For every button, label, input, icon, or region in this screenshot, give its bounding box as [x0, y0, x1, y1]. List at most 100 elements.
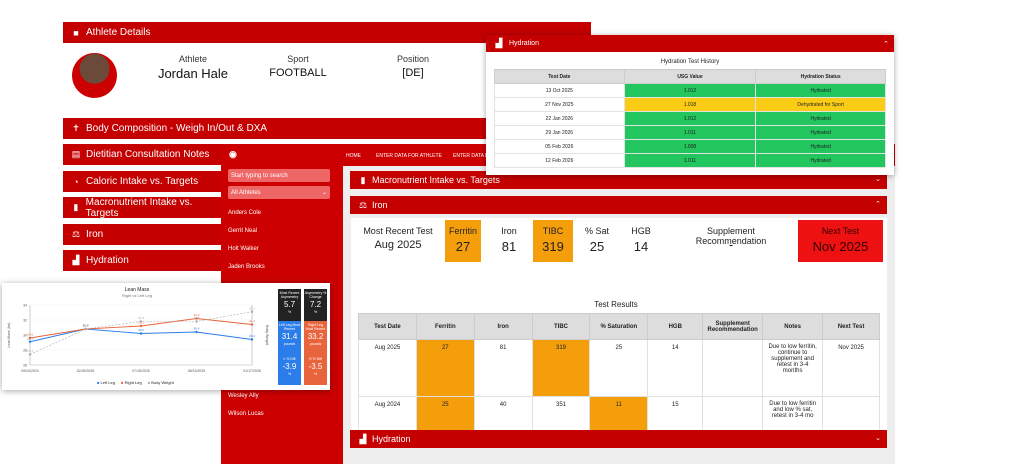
nav-home[interactable]: HOME — [346, 153, 361, 159]
y-tick-label: 32 — [23, 319, 27, 323]
supplement-label: Supplement Recommendation — [695, 226, 767, 246]
search-input[interactable]: Start typing to search — [228, 169, 330, 182]
stat-tile: R % Diff -3.5% — [304, 355, 327, 385]
data-label: 31.8 — [194, 316, 200, 320]
iron-section-bar[interactable]: ⚖ Iron ⌃ — [350, 196, 887, 214]
user-icon: ■ — [73, 27, 79, 38]
col-test-date[interactable]: Test Date — [358, 313, 417, 340]
table-row: 29 Jan 2026 1.011 Hydrated — [494, 125, 886, 140]
stat-tile: Left Leg Most Recent 31.4 pounds — [278, 321, 301, 359]
y-tick-label: 34 — [23, 304, 27, 308]
legend-swatch: ■ — [121, 380, 124, 385]
y-axis-label-right: Body Weight — [265, 325, 269, 345]
data-point — [195, 317, 198, 320]
col-hgb[interactable]: HGB — [647, 313, 704, 340]
data-label: 30.4 — [194, 327, 200, 331]
y-tick-label: 28 — [23, 349, 27, 353]
section-macro[interactable]: ▮ Macronutrient Intake vs. Targets — [63, 197, 223, 219]
next-test-value: Nov 2025 — [812, 239, 869, 254]
chart-subtitle: Right vs Left Leg — [121, 293, 153, 298]
position-value: [DE] — [402, 67, 424, 79]
section-caloric[interactable]: ◔ Caloric Intake vs. Targets — [63, 171, 223, 192]
main-content: ▮ Macronutrient Intake vs. Targets ⌄ ⚖ Iron… — [343, 166, 895, 464]
col-tibc[interactable]: TIBC — [531, 313, 591, 340]
legend-swatch: ■ — [147, 380, 151, 385]
sport-value: FOOTBALL — [269, 67, 327, 79]
macro-section-bar[interactable]: ▮ Macronutrient Intake vs. Targets ⌄ — [350, 171, 887, 189]
hydration-table-title: Hydration Test History — [660, 59, 720, 65]
table-row: Aug 2025 27 81 319 25 14 Due to low ferr… — [358, 339, 880, 397]
next-test-label: Next Test — [821, 226, 860, 236]
col-status[interactable]: Hydration Status — [755, 69, 886, 84]
chevron-up-icon: ⌃ — [883, 40, 889, 48]
section-dietitian[interactable]: ▤ Dietitian Consultation Notes — [63, 144, 223, 165]
data-point — [195, 330, 198, 334]
data-point — [139, 324, 143, 328]
sidebar-item[interactable]: Wesley Ally — [228, 393, 259, 399]
chevron-down-icon: ⌄ — [321, 190, 327, 196]
sat-label: % Sat — [584, 226, 609, 236]
hgb-value: 14 — [633, 239, 649, 254]
tibc-tile — [533, 220, 573, 262]
cup-icon: ▟ — [72, 255, 80, 265]
ferritin-value: 27 — [455, 239, 471, 254]
sidebar-item[interactable]: Wilson Lucas — [228, 411, 264, 417]
data-label: 31.4 — [249, 319, 255, 323]
x-tick-label: 08/13/2025 — [188, 369, 206, 373]
data-label: 27.4 — [27, 349, 33, 353]
recent-test-value: Aug 2025 — [374, 239, 422, 251]
table-row: 22 Jan 2026 1.012 Hydrated — [494, 111, 886, 126]
sidebar-item[interactable]: Anders Cole — [228, 210, 262, 216]
col-test-date[interactable]: Test Date — [494, 69, 625, 84]
x-tick-label: 09/24/2024 — [21, 369, 39, 373]
section-body-composition[interactable]: ✝ Body Composition - Weigh In/Out & DXA — [63, 118, 591, 139]
nav-enter-data-2[interactable]: ENTER DATA F — [453, 153, 489, 159]
y-tick-label: 30 — [23, 334, 27, 338]
data-label: 30.8 — [83, 324, 89, 328]
app-window: ◉ HOME ENTER DATA FOR ATHLETE ENTER DATA… — [221, 144, 895, 464]
y-axis-label: Lean Mass (lbs) — [7, 323, 11, 348]
data-label: 31.8 — [138, 316, 144, 320]
x-tick-label: 07/15/2025 — [132, 369, 150, 373]
chart-icon: ▮ — [360, 174, 366, 185]
section-hydration[interactable]: ▟ Hydration — [63, 250, 223, 271]
data-point — [139, 332, 143, 335]
sidebar-item[interactable]: Jaden Brooks — [228, 264, 265, 270]
figure-icon: ✝ — [72, 123, 80, 133]
iron-label: Iron — [501, 226, 517, 236]
cup-icon: ▟ — [359, 433, 367, 444]
cup-icon: ▟ — [495, 38, 503, 48]
sidebar-item[interactable]: Holt Walker — [228, 246, 259, 252]
col-notes[interactable]: Notes — [762, 313, 824, 340]
data-label: 30.8 — [83, 324, 89, 328]
table-row: 27 Nov 2025 1.018 Dehydrated for Sport — [494, 97, 886, 112]
hydration-card: ▟ Hydration ⌃ Hydration Test History Test … — [486, 35, 894, 175]
chart-title: Lean Mass — [124, 287, 150, 293]
hydration-section-bar[interactable]: ▟ Hydration ⌄ — [350, 430, 887, 448]
table-row: 12 Feb 2026 1.011 Hydrated — [494, 153, 886, 168]
col-ferritin[interactable]: Ferritin — [415, 313, 475, 340]
data-label: 33.1 — [249, 306, 255, 310]
sat-value: 25 — [589, 239, 605, 254]
col-supplement[interactable]: Supplement Recommendation — [702, 313, 764, 340]
data-label: 30.2 — [138, 328, 144, 332]
iron-results-table: Test Date Ferritin Iron TIBC % Saturatio… — [358, 313, 880, 444]
sidebar-item[interactable]: Gerrit Neal — [228, 228, 258, 234]
nav-enter-data[interactable]: ENTER DATA FOR ATHLETE — [376, 153, 442, 159]
col-usg[interactable]: USG Value — [623, 69, 757, 84]
athlete-filter-select[interactable]: All Athletes ⌄ — [228, 186, 330, 199]
next-test-tile — [798, 220, 883, 262]
athlete-name: Jordan Hale — [157, 66, 229, 81]
chevron-down-icon: ⌄ — [875, 176, 881, 183]
chevron-up-icon: ⌃ — [875, 201, 881, 208]
x-tick-label: 02/26/2025 — [77, 369, 95, 373]
section-iron[interactable]: ⚖ Iron — [63, 224, 223, 245]
col-iron[interactable]: Iron — [473, 313, 533, 340]
y-tick-label: 26 — [23, 364, 27, 368]
legend-swatch: ■ — [97, 380, 100, 385]
x-tick-label: 01/17/2026 — [243, 369, 261, 373]
hydration-header[interactable]: ▟ Hydration ⌃ — [486, 35, 894, 52]
col-saturation[interactable]: % Saturation — [589, 313, 649, 340]
col-next-test[interactable]: Next Test — [822, 313, 880, 340]
data-point — [195, 320, 198, 323]
